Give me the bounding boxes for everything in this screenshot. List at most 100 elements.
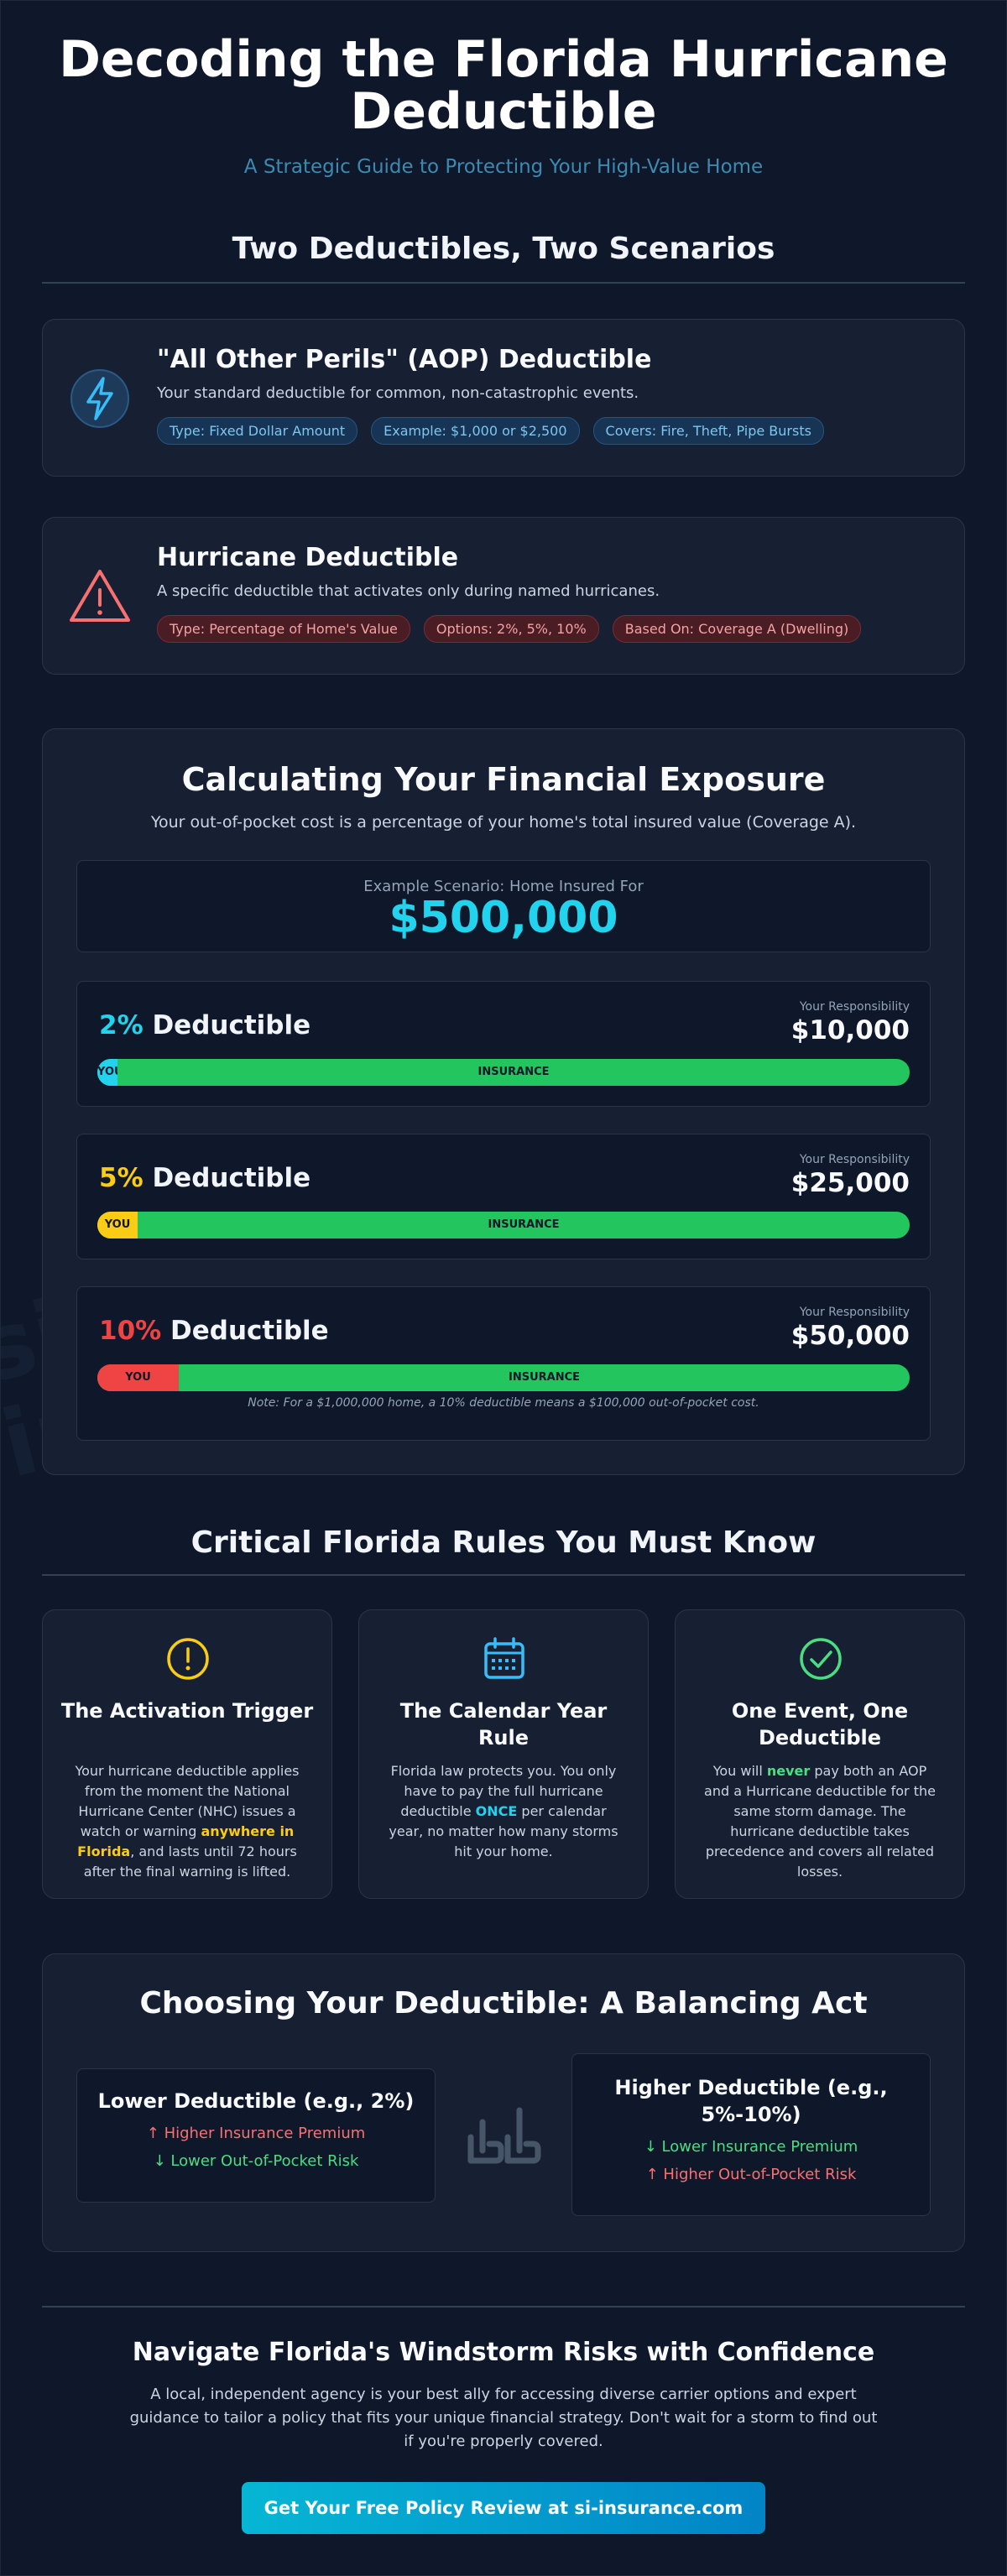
cost-split-bar: YOU INSURANCE [97,1212,910,1238]
aop-tags: Type: Fixed Dollar Amount Example: $1,00… [157,417,947,445]
option-title: Higher Deductible (e.g., 5%-10%) [614,2076,888,2126]
page-title: Decoding the Florida Hurricane Deductibl… [59,30,948,141]
deductible-word: Deductible [152,1010,311,1040]
scenario-label: Example Scenario: Home Insured For [363,878,644,895]
rule-card-activation-trigger: The Activation Trigger Your hurricane de… [42,1609,332,1899]
deductible-name: 5% Deductible [99,1163,310,1193]
hurricane-deductible-body: Hurricane Deductible A specific deductib… [157,543,947,643]
rule-text: Your hurricane deductible applies from t… [68,1761,306,1882]
warning-icon [70,570,130,622]
responsibility-label: Your Responsibility [799,1306,910,1319]
deductible-word: Deductible [170,1316,329,1346]
hurricane-tag-options: Options: 2%, 5%, 10% [423,615,599,643]
responsibility-label: Your Responsibility [799,1153,910,1166]
hurricane-title: Hurricane Deductible [157,543,459,572]
deductible-row-10-percent: 10% Deductible Your Responsibility $50,0… [76,1286,931,1441]
rule-text-end: , and lasts until 72 hours after the fin… [83,1843,297,1880]
option-premium: ↓ Lower Insurance Premium [572,2138,930,2156]
rule-text-highlight: never [766,1763,811,1779]
insurance-segment: INSURANCE [488,1218,560,1231]
section-divider [42,2306,965,2307]
check-circle-icon [800,1638,842,1680]
option-risk: ↑ Higher Out-of-Pocket Risk [572,2166,930,2183]
higher-deductible-option: Higher Deductible (e.g., 5%-10%) ↓ Lower… [571,2053,931,2216]
you-segment: YOU [97,1212,138,1238]
arrow-up-icon: ↑ [146,2125,159,2142]
responsibility: Your Responsibility $25,000 [791,1153,910,1198]
cta-text: A local, independent agency is your best… [129,2386,878,2450]
option-title: Lower Deductible (e.g., 2%) [97,2089,415,2113]
hurricane-description: A specific deductible that activates onl… [157,582,660,600]
financial-exposure-card: Calculating Your Financial Exposure Your… [42,728,965,1475]
rule-text: Florida law protects you. You only have … [384,1761,623,1862]
deductible-percent: 10% [99,1316,162,1346]
rule-text-highlight: anywhere in Florida [77,1823,295,1859]
aop-title: "All Other Perils" (AOP) Deductible [157,345,652,374]
deductible-percent: 2% [99,1010,143,1040]
free-policy-review-button[interactable]: Get Your Free Policy Review at si-insura… [242,2482,765,2534]
section-divider [42,1574,965,1576]
rule-card-calendar-year: The Calendar Year Rule Florida law prote… [358,1609,649,1899]
you-segment: YOU [97,1364,179,1391]
arrow-down-icon: ↓ [644,2138,657,2156]
home-value: $500,000 [389,893,618,943]
deductible-name: 2% Deductible [99,1010,310,1040]
option-risk-text: Lower Out-of-Pocket Risk [170,2152,359,2170]
exposure-title: Calculating Your Financial Exposure [181,761,826,798]
option-premium: ↑ Higher Insurance Premium [77,2125,435,2142]
balance-title: Choosing Your Deductible: A Balancing Ac… [139,1986,868,2021]
exposure-note: Note: For a $1,000,000 home, a 10% deduc… [248,1396,759,1410]
hurricane-tag-type: Type: Percentage of Home's Value [157,615,410,643]
responsibility-label: Your Responsibility [799,1000,910,1014]
rule-card-one-event: One Event, One Deductible You will never… [675,1609,965,1899]
aop-tag-covers: Covers: Fire, Theft, Pipe Bursts [592,417,824,445]
option-premium-text: Lower Insurance Premium [661,2138,858,2156]
responsibility-amount: $50,000 [790,1321,910,1351]
balancing-act-card: Choosing Your Deductible: A Balancing Ac… [42,1953,965,2252]
aop-deductible-body: "All Other Perils" (AOP) Deductible Your… [157,345,947,445]
deductible-row-5-percent: 5% Deductible Your Responsibility $25,00… [76,1134,931,1259]
rule-text-start: You will [712,1763,767,1779]
insurance-segment: INSURANCE [508,1371,580,1384]
hurricane-tag-based-on: Based On: Coverage A (Dwelling) [612,615,862,643]
option-risk: ↓ Lower Out-of-Pocket Risk [77,2152,435,2170]
rule-text-end: pay both an AOP and a Hurricane deductib… [704,1763,936,1880]
lightning-icon [70,369,129,428]
rule-text-end: per calendar year, no matter how many st… [389,1803,618,1859]
responsibility-amount: $10,000 [790,1015,910,1046]
arrow-up-icon: ↑ [645,2166,659,2183]
hurricane-tags: Type: Percentage of Home's Value Options… [157,615,947,643]
rules-heading: Critical Florida Rules You Must Know [190,1525,817,1560]
rule-text-start: Florida law protects you. You only have … [390,1763,617,1819]
calendar-icon [484,1637,524,1679]
cost-split-bar: YOU INSURANCE [97,1059,910,1086]
aop-tag-example: Example: $1,000 or $2,500 [371,417,580,445]
deductibles-heading: Two Deductibles, Two Scenarios [232,232,775,266]
option-premium-text: Higher Insurance Premium [164,2125,366,2142]
lower-deductible-option: Lower Deductible (e.g., 2%) ↑ Higher Ins… [76,2068,436,2203]
rule-title: The Activation Trigger [60,1699,314,1723]
insurance-segment: INSURANCE [477,1066,550,1078]
scale-icon [467,2107,541,2164]
page-subtitle: A Strategic Guide to Protecting Your Hig… [243,156,764,178]
example-scenario: Example Scenario: Home Insured For $500,… [76,860,931,952]
hurricane-deductible-card: Hurricane Deductible A specific deductib… [42,517,965,675]
rule-text-start: Your hurricane deductible applies from t… [75,1763,300,1839]
deductible-row-2-percent: 2% Deductible Your Responsibility $10,00… [76,981,931,1107]
aop-deductible-card: "All Other Perils" (AOP) Deductible Your… [42,319,965,477]
deductible-word: Deductible [152,1163,311,1193]
cost-split-bar: YOU INSURANCE [97,1364,910,1391]
option-risk-text: Higher Out-of-Pocket Risk [663,2166,857,2183]
exclamation-circle-icon [167,1638,209,1680]
rule-text: You will never pay both an AOP and a Hur… [701,1761,939,1882]
rule-title: One Event, One Deductible [731,1699,909,1749]
rule-title: The Calendar Year Rule [399,1699,608,1749]
rule-text-highlight: ONCE [475,1803,518,1819]
responsibility: Your Responsibility $10,000 [791,1000,910,1046]
aop-tag-type: Type: Fixed Dollar Amount [157,417,358,445]
arrow-down-icon: ↓ [153,2152,166,2170]
aop-description: Your standard deductible for common, non… [157,384,639,402]
responsibility: Your Responsibility $50,000 [791,1306,910,1351]
section-divider [42,282,965,284]
deductible-percent: 5% [99,1163,143,1193]
